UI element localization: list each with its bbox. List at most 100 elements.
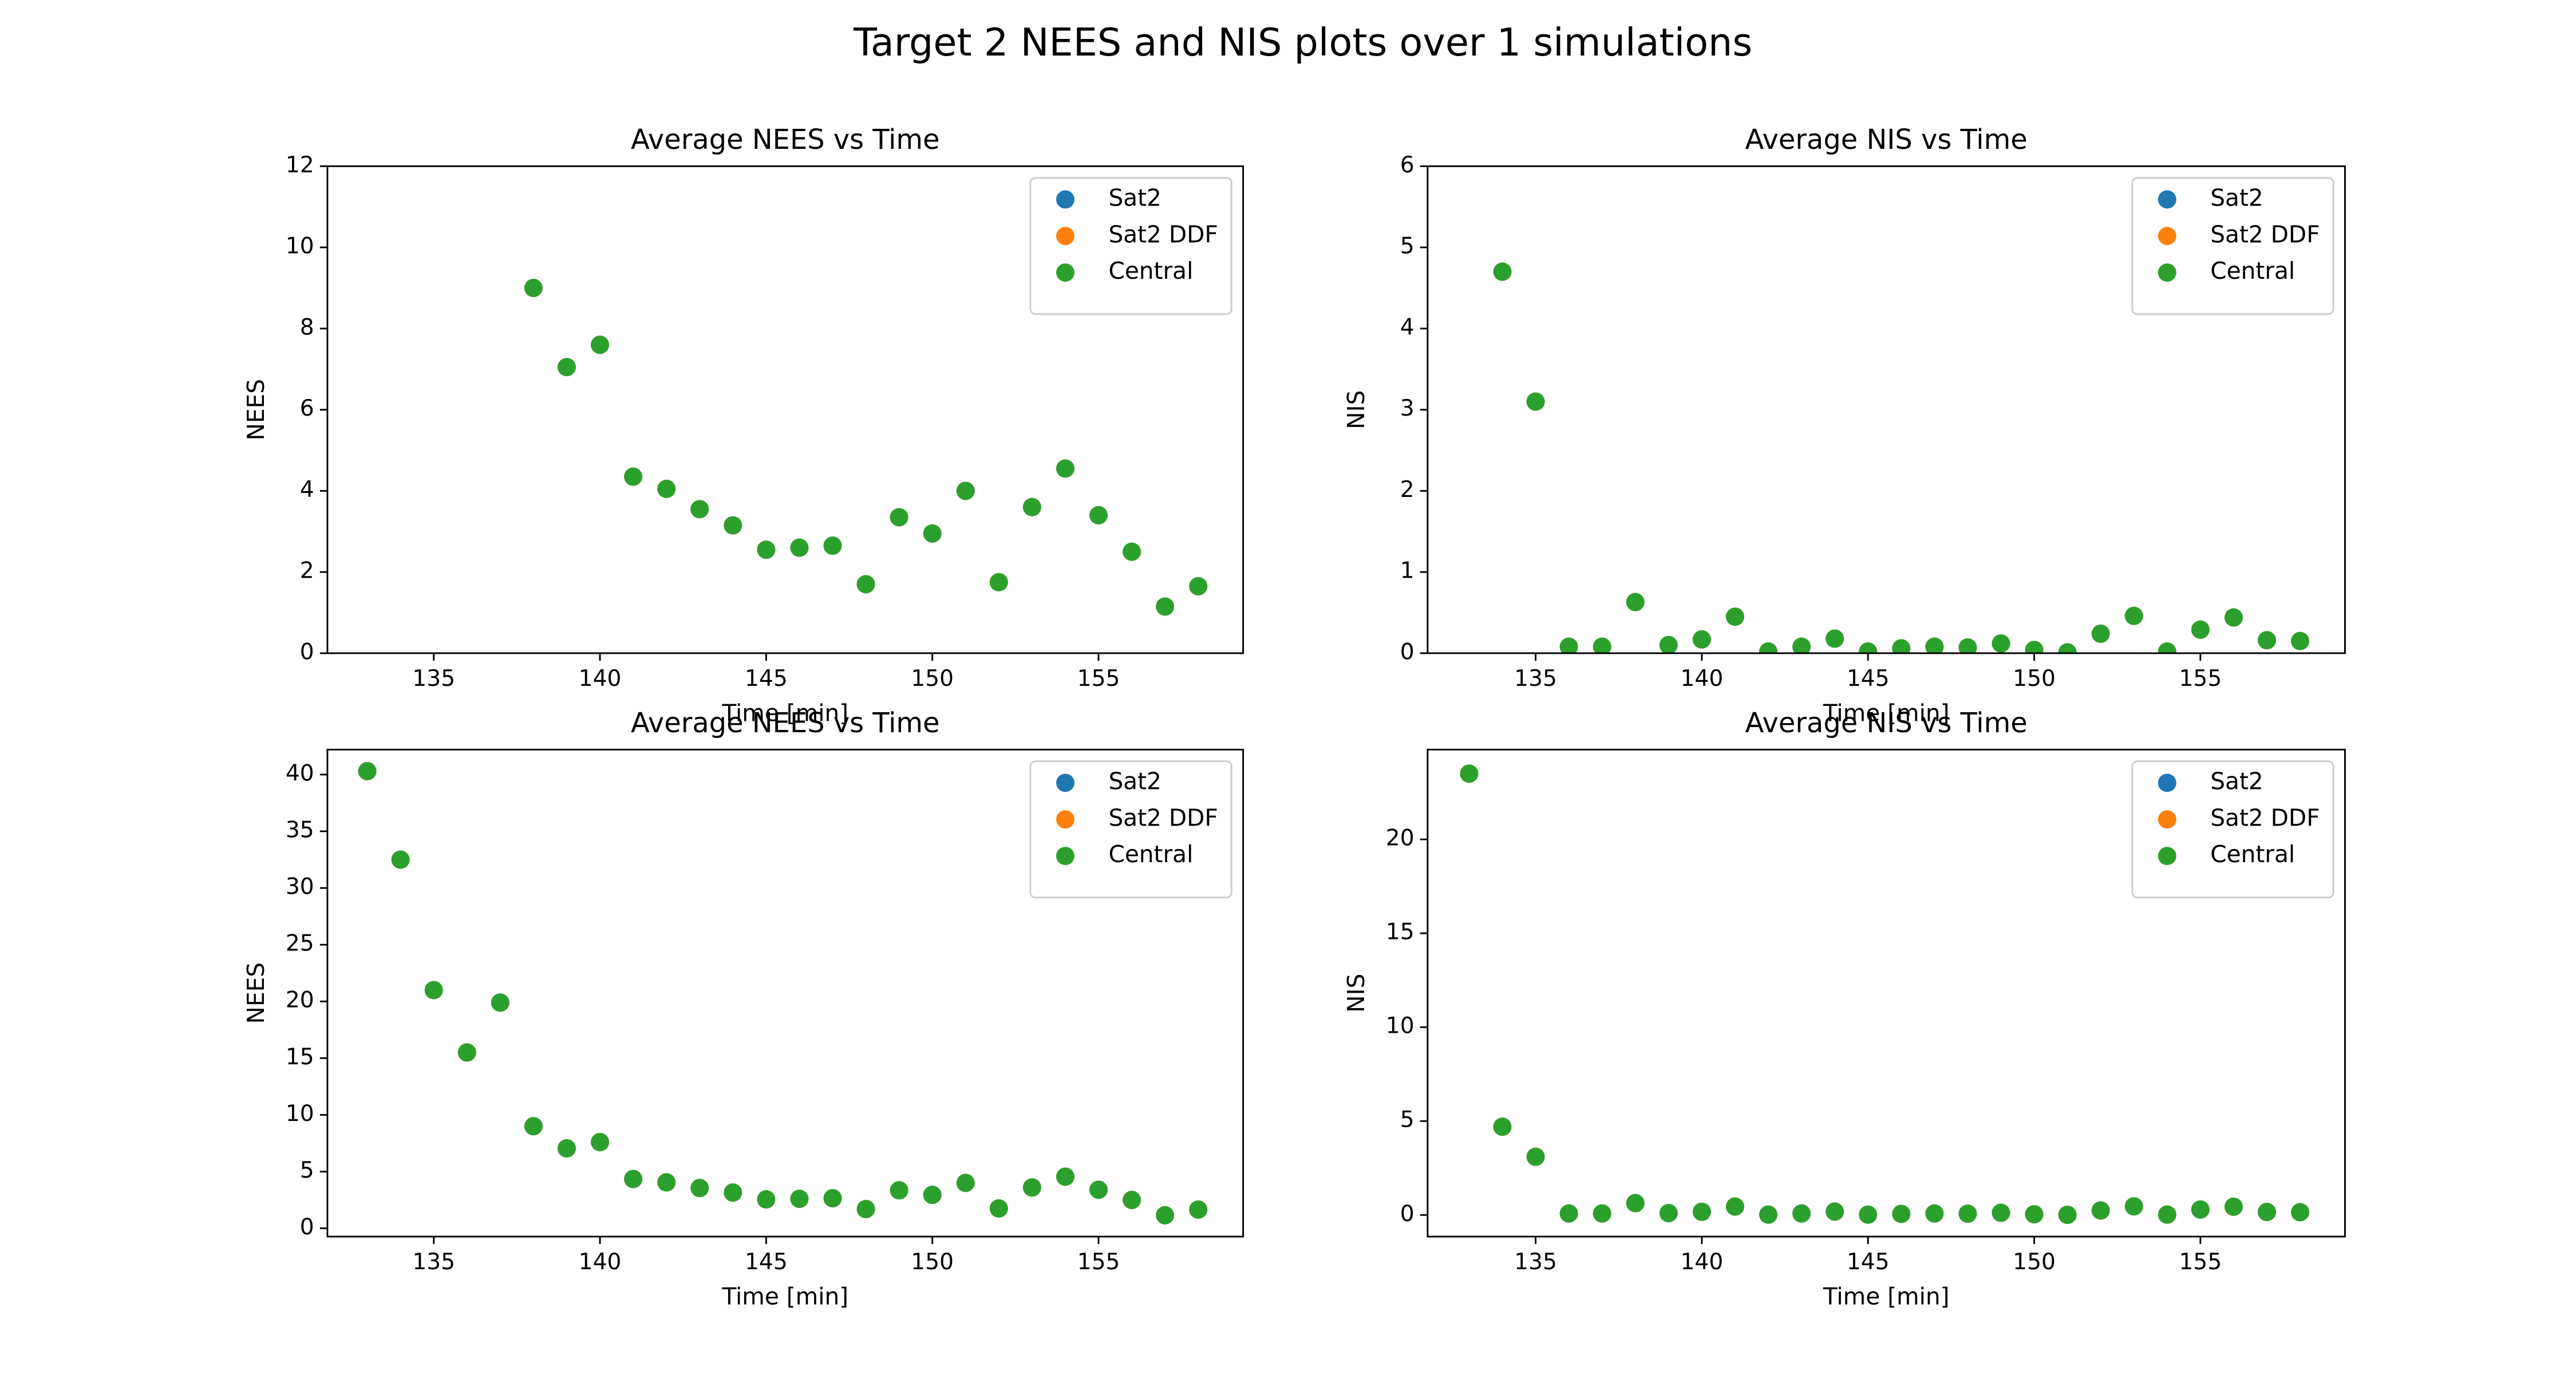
- x-tick-label: 135: [412, 666, 455, 692]
- data-point: [1493, 1118, 1512, 1136]
- data-point: [989, 572, 1008, 591]
- data-point: [1826, 1202, 1844, 1221]
- y-tick-label: 25: [286, 931, 314, 957]
- y-tick-label: 10: [1386, 1013, 1415, 1039]
- legend-label: Sat2: [1108, 767, 1161, 795]
- x-tick-label: 155: [1077, 666, 1120, 692]
- data-point: [2058, 643, 2077, 653]
- y-tick-label: 15: [286, 1044, 314, 1070]
- data-point: [724, 516, 742, 535]
- data-point: [856, 575, 875, 594]
- legend-frame: [2131, 760, 2334, 899]
- y-tick-label: 0: [300, 639, 314, 665]
- data-point: [690, 500, 709, 519]
- legend-frame: [1029, 177, 1232, 315]
- data-point: [657, 1173, 676, 1192]
- data-point: [1992, 634, 2010, 653]
- y-tick-label: 20: [286, 988, 314, 1013]
- axes-frame: [1427, 748, 2346, 1238]
- data-point: [1123, 1191, 1141, 1209]
- x-tick-label: 150: [911, 1249, 954, 1275]
- y-tick-label: 3: [1400, 396, 1415, 421]
- plot-area: [1460, 764, 2310, 1224]
- plot-area: [358, 762, 1208, 1225]
- legend-label: Central: [1108, 840, 1193, 868]
- legend-marker: [2158, 263, 2176, 282]
- legend-label: Sat2: [2210, 184, 2263, 211]
- y-tick-label: 0: [300, 1214, 314, 1240]
- data-point: [1593, 637, 1611, 653]
- plot-area: [1493, 262, 2310, 653]
- data-point: [391, 850, 410, 869]
- data-point: [2191, 1200, 2210, 1219]
- y-tick-label: 10: [286, 1101, 314, 1127]
- data-point: [1725, 1197, 1744, 1216]
- y-tick-label: 40: [286, 760, 314, 786]
- data-point: [657, 479, 676, 498]
- y-tick-label: 35: [286, 818, 314, 843]
- data-point: [1826, 629, 1844, 648]
- data-point: [1123, 542, 1141, 561]
- legend-label: Central: [2210, 840, 2295, 868]
- data-point: [1925, 1204, 1944, 1223]
- legend-label: Sat2: [1108, 184, 1161, 211]
- data-point: [1460, 764, 1479, 783]
- data-point: [1992, 1203, 2010, 1222]
- data-point: [2091, 624, 2110, 643]
- data-point: [923, 1186, 942, 1205]
- data-point: [724, 1183, 742, 1202]
- x-tick-label: 150: [911, 666, 954, 692]
- data-point: [2124, 606, 2143, 625]
- x-tick-label: 135: [1514, 1249, 1557, 1275]
- x-axis-label: Time [min]: [1823, 699, 1950, 727]
- y-tick-label: 20: [1386, 826, 1415, 851]
- data-point: [757, 540, 776, 559]
- y-axis-label: NIS: [1342, 974, 1370, 1013]
- y-axis-label: NEES: [242, 379, 270, 441]
- data-point: [1526, 1147, 1545, 1166]
- data-point: [2058, 1205, 2077, 1224]
- data-point: [1626, 593, 1645, 611]
- data-point: [1189, 577, 1208, 595]
- plot-area: [524, 279, 1208, 616]
- data-point: [690, 1179, 709, 1198]
- data-point: [1056, 1167, 1074, 1186]
- legend-label: Central: [1108, 257, 1193, 285]
- x-tick-label: 140: [579, 1249, 622, 1275]
- data-point: [1892, 639, 1911, 653]
- data-point: [956, 481, 975, 500]
- data-point: [2291, 631, 2310, 650]
- data-point: [2291, 1203, 2310, 1222]
- y-tick-label: 12: [286, 152, 314, 178]
- y-tick-label: 10: [286, 234, 314, 259]
- legend-label: Sat2 DDF: [2210, 804, 2320, 831]
- subplot-title: Average NIS vs Time: [1745, 124, 2028, 156]
- axes-frame: [1427, 165, 2346, 654]
- x-tick-label: 145: [745, 1249, 788, 1275]
- y-tick-label: 6: [300, 396, 314, 421]
- data-point: [1759, 1205, 1777, 1224]
- x-axis-label: Time [min]: [1823, 1282, 1950, 1310]
- data-point: [2191, 620, 2210, 639]
- x-tick-label: 140: [1681, 666, 1724, 692]
- y-tick-label: 5: [300, 1158, 314, 1183]
- subplot-title: Average NIS vs Time: [1745, 708, 2028, 739]
- legend-label: Sat2 DDF: [2210, 220, 2320, 248]
- legend-marker: [1056, 263, 1074, 282]
- y-tick-label: 30: [286, 874, 314, 900]
- data-point: [524, 279, 543, 297]
- legend-marker: [2158, 190, 2176, 209]
- axes-frame: [326, 748, 1244, 1238]
- data-point: [358, 762, 377, 780]
- data-point: [1692, 630, 1711, 649]
- legend: Sat2 Sat2 DDF Central: [2131, 760, 2334, 899]
- data-point: [1725, 607, 1744, 626]
- data-point: [1958, 638, 1977, 653]
- data-point: [2224, 608, 2243, 627]
- data-point: [856, 1199, 875, 1218]
- y-tick-label: 5: [1400, 1107, 1415, 1133]
- data-point: [558, 1139, 576, 1158]
- data-point: [524, 1117, 543, 1136]
- legend-marker: [2158, 847, 2176, 866]
